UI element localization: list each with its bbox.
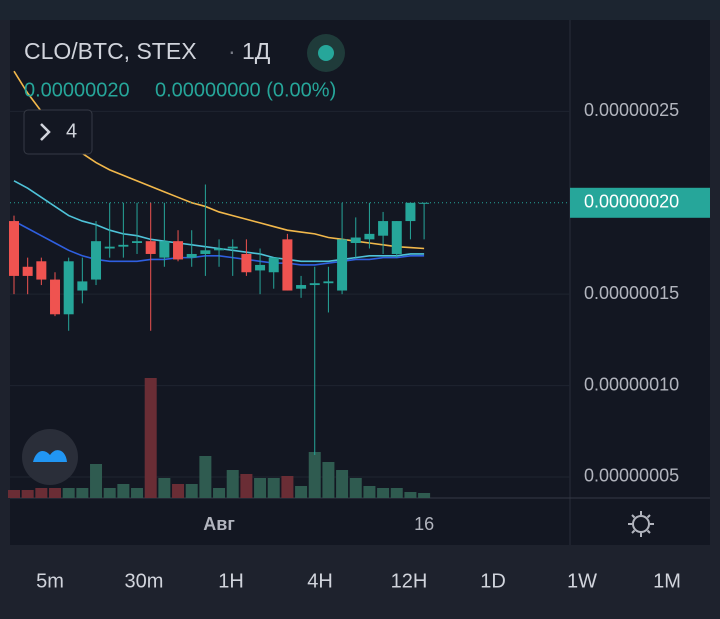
candle-body — [159, 241, 170, 258]
chart-panel — [10, 20, 710, 545]
candle-body — [145, 241, 156, 254]
volume-bar — [404, 492, 417, 498]
y-tick-label: 0.00000010 — [584, 374, 679, 394]
change-value: 0.00000000 (0.00%) — [155, 79, 336, 101]
timeframe-button[interactable]: 1W — [567, 570, 597, 592]
last-value: 0.00000020 — [24, 79, 130, 101]
volume-bar — [131, 488, 144, 498]
volume-bar — [240, 474, 253, 498]
y-tick-label: 0.00000025 — [584, 100, 679, 120]
candle-body — [63, 261, 74, 315]
candle-body — [268, 257, 279, 273]
volume-bar — [49, 488, 62, 498]
candle-body — [391, 221, 402, 254]
volume-bar — [144, 378, 157, 498]
separator: · — [228, 38, 236, 64]
volume-bar — [377, 488, 390, 498]
volume-bar — [90, 464, 103, 498]
volume-bar — [267, 478, 280, 498]
volume-bar — [281, 476, 294, 498]
candle-body — [241, 253, 252, 273]
candle-body — [309, 283, 320, 286]
timeframe-button[interactable]: 1M — [653, 570, 681, 592]
candle-body — [36, 261, 47, 280]
plot: 0.00000005 0.00000010 0.00000015 0.00000025… — [8, 70, 710, 534]
volume-bar — [185, 484, 198, 498]
candle-body — [132, 241, 143, 244]
volume-bar — [322, 462, 335, 498]
volume-bar — [35, 488, 48, 498]
timeframe-button[interactable]: 4H — [307, 570, 333, 592]
volume-bar — [349, 478, 362, 498]
last-price-label: 0.00000020 — [584, 192, 679, 212]
volume-bar — [199, 456, 212, 498]
candle-body — [186, 253, 197, 258]
candle-body — [323, 281, 334, 284]
candle-body — [104, 246, 115, 249]
status-dot — [318, 45, 334, 61]
candle-body — [282, 239, 293, 291]
candle-body — [364, 233, 375, 240]
volume-bar — [226, 470, 239, 498]
candle-body — [9, 221, 19, 276]
volume-bar — [363, 486, 376, 498]
candle-body — [296, 285, 307, 289]
logo-icon — [33, 450, 67, 462]
volume-bar — [418, 493, 431, 498]
candle-body — [22, 266, 33, 276]
candle-body — [337, 239, 348, 291]
volume-bar — [21, 490, 34, 498]
candle-body — [50, 279, 61, 315]
settings-icon[interactable] — [628, 511, 654, 537]
candle-body — [405, 202, 416, 222]
candle-body — [227, 246, 238, 249]
timeframe-button[interactable]: 1H — [218, 570, 244, 592]
volume-bar — [295, 486, 308, 498]
candle-body — [419, 202, 430, 204]
volume-bar — [390, 488, 403, 498]
timeframe-button[interactable]: 12H — [391, 570, 428, 592]
candle-body — [77, 281, 88, 291]
timeframe-bar: 5m 30m 1H 4H 12H 1D 1W 1M — [36, 570, 681, 592]
candle-body — [200, 250, 211, 254]
volume-bar — [8, 490, 20, 498]
x-tick-label: 16 — [414, 514, 434, 534]
volume-bar — [76, 488, 89, 498]
candle-body — [214, 248, 225, 251]
chevron-icon — [40, 123, 51, 141]
top-bar — [0, 0, 720, 20]
y-tick-label: 0.00000015 — [584, 283, 679, 303]
volume-bar — [158, 478, 171, 498]
candle-body — [118, 244, 129, 247]
volume-bar — [336, 470, 349, 498]
volume-bar — [254, 478, 267, 498]
candle-body — [350, 237, 361, 244]
candle-body — [255, 264, 266, 271]
candle-body — [173, 241, 184, 260]
interval: 1Д — [242, 38, 271, 64]
volume-bar — [62, 488, 75, 498]
volume-bar — [103, 488, 116, 498]
timeframe-button[interactable]: 30m — [125, 570, 164, 592]
timeframe-button[interactable]: 5m — [36, 570, 64, 592]
symbol: CLO/BTC, STEX — [24, 38, 197, 64]
indicators-button[interactable] — [23, 109, 93, 155]
candle-body — [378, 221, 389, 236]
volume-bar — [213, 488, 226, 498]
volume-bar — [117, 484, 130, 498]
y-tick-label: 0.00000005 — [584, 466, 679, 486]
volume-bar — [308, 452, 321, 498]
x-tick-label: Авг — [203, 514, 235, 534]
indicators-count[interactable]: 4 — [66, 120, 77, 142]
candle-body — [91, 241, 102, 280]
timeframe-button[interactable]: 1D — [480, 570, 506, 592]
last-price-badge — [570, 187, 710, 218]
volume-bar — [172, 484, 185, 498]
